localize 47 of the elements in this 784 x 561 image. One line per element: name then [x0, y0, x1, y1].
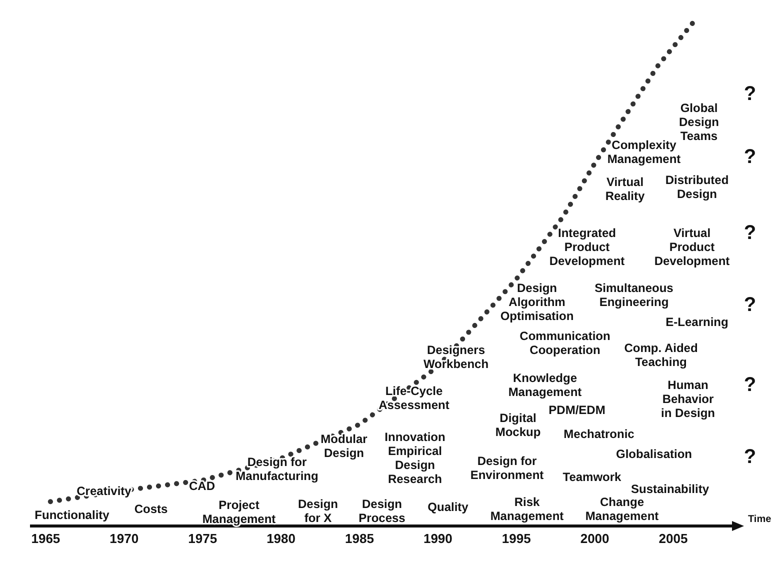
- annotation: PDM/EDM: [548, 403, 606, 418]
- annotation: Global Design Teams: [678, 101, 720, 144]
- annotation: Design for X: [298, 497, 338, 526]
- annotation: Communication Cooperation: [520, 329, 610, 358]
- annotation: Design Algorithm Optimisation: [500, 281, 574, 324]
- annotation: Designers Workbench: [423, 343, 489, 372]
- annotation: Simultaneous Engineering: [594, 281, 674, 310]
- x-tick-label: 1990: [423, 531, 452, 546]
- annotation: Virtual Product Development: [654, 226, 730, 268]
- annotation: Functionality: [34, 508, 110, 522]
- annotation: Integrated Product Development: [549, 226, 625, 268]
- x-axis-title: Time: [748, 514, 772, 525]
- x-tick-label: 2005: [658, 531, 688, 546]
- annotation: Design for Environment: [470, 454, 544, 482]
- annotation: Innovation Empirical Design Research: [384, 430, 446, 486]
- text: ?: [744, 146, 756, 168]
- text: ?: [744, 294, 756, 316]
- x-tick-label: 1970: [110, 531, 139, 546]
- annotation: Design Process: [358, 497, 406, 526]
- annotation: E-Learning: [666, 315, 728, 330]
- annotation: CAD: [189, 479, 216, 494]
- x-tick-label: 1995: [502, 531, 531, 546]
- annotation: Mechatronic: [564, 427, 635, 442]
- text: ?: [744, 222, 756, 244]
- text: ?: [744, 83, 756, 106]
- annotation: Sustainability: [630, 482, 710, 496]
- annotation: Virtual Reality: [605, 175, 645, 204]
- annotation: Quality: [428, 500, 469, 514]
- annotation: Globalisation: [616, 447, 692, 462]
- annotation: Teamwork: [562, 470, 622, 484]
- annotation: Distributed Design: [665, 173, 729, 202]
- annotation: Project Management: [202, 498, 276, 526]
- x-tick-label: 1985: [345, 531, 374, 546]
- text: ?: [744, 446, 756, 468]
- annotation: Costs: [134, 502, 168, 516]
- x-tick-label: 2000: [580, 531, 610, 546]
- annotation: Complexity Management: [607, 138, 681, 166]
- x-tick-label: 1965: [31, 531, 60, 546]
- x-tick-label: 1975: [188, 531, 218, 546]
- annotation: Digital Mockup: [495, 411, 541, 440]
- annotation: Risk Management: [490, 495, 564, 524]
- annotation: Knowledge Management: [508, 371, 582, 400]
- annotation: Change Management: [585, 495, 659, 524]
- text: ?: [744, 374, 756, 396]
- annotation: Comp. Aided Teaching: [624, 341, 698, 370]
- annotation: Human Behavior in Design: [660, 378, 716, 420]
- x-tick-label: 1980: [266, 531, 296, 546]
